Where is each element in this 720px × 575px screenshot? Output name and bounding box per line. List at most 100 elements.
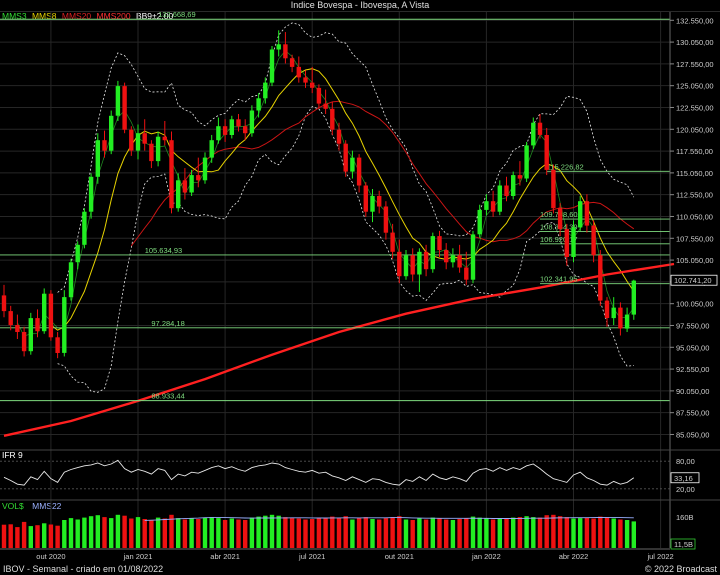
level-label: 97.284,18 [151,319,184,328]
candle-body [598,255,603,301]
legend-mms20[interactable]: MMS20 [61,11,92,21]
candle-body [68,262,74,298]
candle-body [222,126,228,135]
x-tick-label: abr 2022 [559,552,589,561]
volume-bar [490,519,496,548]
candle-body [336,129,342,144]
legend-bb[interactable]: BB9±2,00 [135,11,174,21]
candle-body [423,251,429,270]
candle-body [604,300,610,318]
ifr-line [3,459,635,486]
candle-body [517,175,523,179]
volume-bar [604,517,610,548]
candle-body [430,236,435,270]
candle-body [256,98,261,111]
level-label: 132.668,69 [158,10,196,19]
volume-bar [377,519,382,548]
vol-label[interactable]: VOL$ [2,501,24,511]
y-tick-label: 132.550,00 [676,16,714,25]
volume-bar [269,514,275,549]
candle-body [216,126,221,141]
ifr-panel-label: IFR 9 [2,450,23,460]
candle-body [437,236,442,251]
volume-bar [88,516,94,548]
volume-bar [222,520,228,548]
candle-body [397,251,402,277]
volume-bar [598,516,603,548]
volume-bar [383,518,389,548]
volume-bar [109,518,114,548]
y-tick-label: 120.050,00 [676,125,714,134]
volume-bar [303,519,308,548]
y-tick-label: 122.550,00 [676,103,714,112]
price-chart[interactable]: 132.668,69115.226,82109.748,60108.334,39… [0,0,720,563]
horizontal-levels: 132.668,69115.226,82109.748,60108.334,39… [0,10,670,402]
volume-bar [571,518,576,548]
candle-body [55,337,60,353]
candle-body [122,86,127,130]
candle-body [263,82,268,99]
y-tick-label: 112.550,00 [676,191,713,200]
volume-bar [618,519,623,548]
ifr-label[interactable]: IFR 9 [2,450,23,460]
candle-body [584,201,590,226]
mms20-line [130,100,635,247]
candle-body [196,175,201,181]
candle-body [236,119,241,127]
candle-body [62,297,67,353]
x-tick-label: out 2020 [36,552,65,561]
candle-body [377,196,382,207]
candle-body [142,133,147,144]
legend-mms8[interactable]: MMS8 [31,11,57,21]
candle-body [356,157,362,186]
candle-body [75,244,80,263]
volume-bar [470,516,476,548]
price-axis: 132.550,00 130.050,00 127.550,00 125.050,00… [669,12,718,548]
candle-body [48,293,54,338]
vol-value-label: 11,5B [674,540,693,549]
candle-body [276,44,281,50]
volume-bar [155,517,161,548]
volume-bar [149,520,154,548]
candle-body [370,196,375,212]
candle-body [624,314,630,329]
candle-body [410,255,415,275]
vol-ma-label[interactable]: MMS22 [32,501,62,511]
candle-body [283,44,288,59]
candle-body [189,175,194,193]
volume-bar [450,520,456,548]
volume-bar [8,524,13,549]
y-tick-label: 107.550,00 [676,234,714,243]
candle-body [537,122,543,135]
candle-body [571,227,576,257]
legend-mms200[interactable]: MMS200 [96,11,131,21]
legend-mms3[interactable]: MMS3 [2,11,27,21]
volume-bar [390,517,395,548]
candle-body [28,318,33,352]
y-tick-label: 95.050,00 [676,343,709,352]
candle-body [363,185,368,212]
x-tick-label: out 2021 [385,552,414,561]
volume-bar [283,517,288,548]
volume-bar [537,517,543,548]
volume-bar [591,518,596,548]
candle-body [611,307,616,319]
title-bar: Indice Bovespa - Ibovespa, A Vista [0,0,720,12]
ifr-value-label: 33,16 [674,474,693,483]
candle-body [350,157,355,172]
volume-bar [196,519,201,548]
y-tick-label: 100.050,00 [676,300,714,309]
volume-bar [551,514,556,549]
y-tick-label: 115.050,00 [676,169,713,178]
candle-body [524,145,529,179]
volume-bar [511,517,516,548]
level-label: 102.341,95 [540,275,578,284]
candle-body [1,295,7,312]
candle-body [162,136,167,141]
x-tick-label: abr 2021 [210,552,240,561]
candle-body [296,66,301,78]
candle-body [417,251,422,275]
volume-bar [263,515,268,548]
volume-bar [256,516,261,548]
volume-bar [202,517,208,548]
